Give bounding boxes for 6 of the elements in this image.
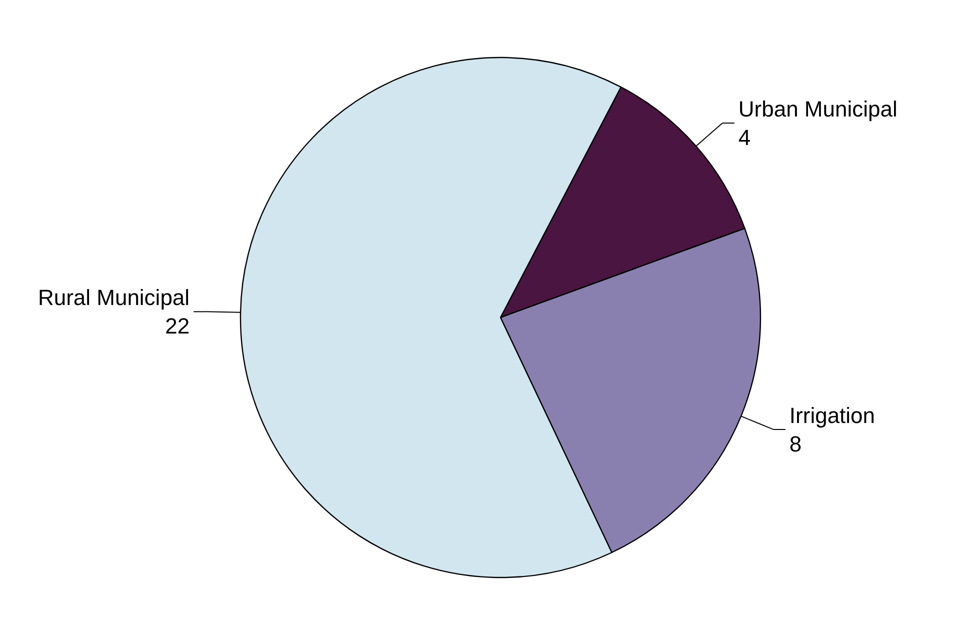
slice-label: Urban Municipal xyxy=(738,96,898,122)
legend-label: Irrigation xyxy=(789,402,876,428)
data-label: 8 xyxy=(789,431,802,456)
data-label: 22 xyxy=(165,314,190,339)
slice-label: Rural Municipal xyxy=(38,285,190,310)
data-label: 4 xyxy=(738,125,751,150)
